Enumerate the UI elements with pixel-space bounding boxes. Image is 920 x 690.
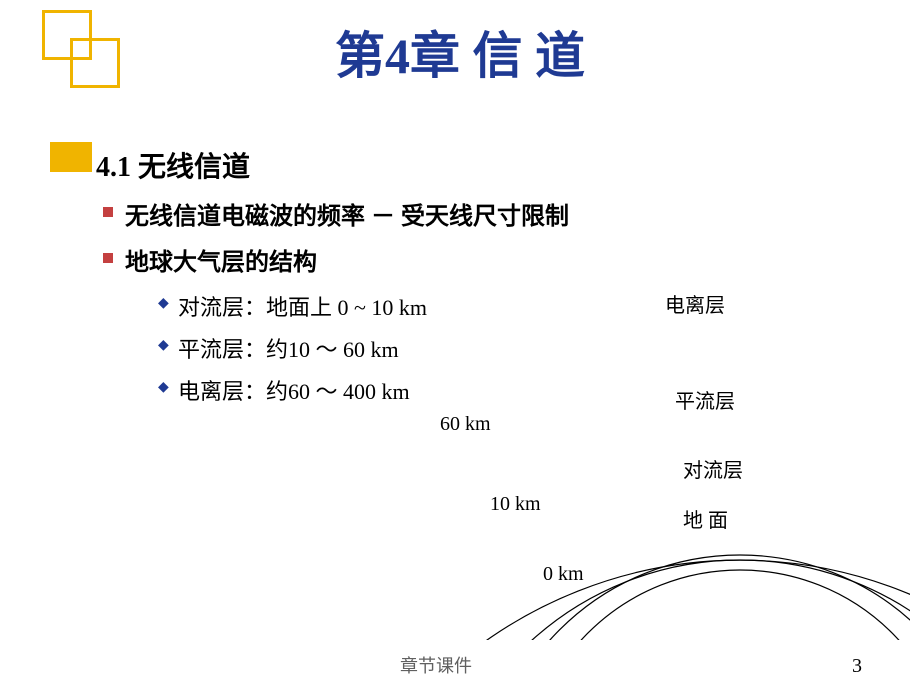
- bullet-lv2-marker: ◆: [158, 295, 169, 312]
- svg-text:对流层: 对流层: [683, 459, 743, 482]
- bullet-lv1-text: 地球大气层的结构: [125, 242, 317, 277]
- atmosphere-diagram: 电离层平流层对流层地 面 60 km 10 km 0 km: [430, 280, 910, 640]
- bullet-lv1-marker: [103, 253, 113, 263]
- svg-text:0 km: 0 km: [543, 563, 584, 585]
- footer-text: 章节课件: [400, 652, 472, 678]
- svg-text:地 面: 地 面: [683, 509, 728, 532]
- bullet-lv2-text: 平流层：约10 ～ 60 km: [178, 332, 399, 364]
- svg-text:平流层: 平流层: [675, 390, 735, 413]
- bullet-lv2-marker: ◆: [158, 379, 169, 396]
- page-number: 3: [852, 655, 862, 678]
- svg-text:电离层: 电离层: [665, 294, 725, 317]
- bullet-lv2-text: 对流层：地面上 0 ~ 10 km: [178, 290, 427, 322]
- bullet-lv2-text: 电离层：约60 ～ 400 km: [178, 374, 410, 406]
- bullet-lv1-marker: [103, 207, 113, 217]
- bullet-lv2-marker: ◆: [158, 337, 169, 354]
- svg-text:60 km: 60 km: [440, 413, 491, 435]
- bullet-lv1-text: 无线信道电磁波的频率 － 受天线尺寸限制: [125, 196, 569, 231]
- slide-title: 第4章 信 道: [0, 16, 920, 88]
- section-marker: [50, 142, 92, 172]
- svg-text:10 km: 10 km: [490, 493, 541, 515]
- section-heading: 4.1 无线信道: [96, 145, 250, 185]
